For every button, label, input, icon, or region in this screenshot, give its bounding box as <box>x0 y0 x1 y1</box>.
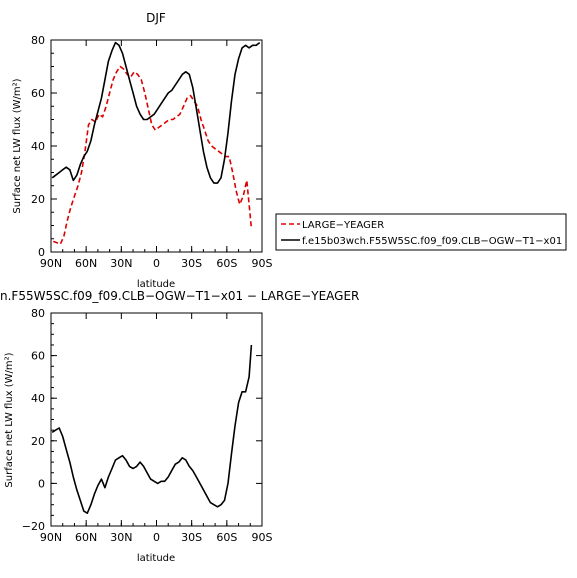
top-y-tick-label: 40 <box>31 140 45 153</box>
bottom-y-axis-label: Surface net LW flux (W/m²) <box>4 352 15 487</box>
top-x-axis: 90N 60N 30N 0 30S 60S 90S <box>40 40 273 270</box>
top-y-axis-label: Surface net LW flux (W/m²) <box>12 78 23 213</box>
top-plot-frame <box>50 39 263 253</box>
bottom-series-lines <box>51 344 253 515</box>
bottom-y-tick-label: 20 <box>31 435 45 448</box>
bottom-y-tick-label: −20 <box>22 520 45 533</box>
bottom-x-tick-label: 30S <box>181 531 202 544</box>
bottom-plot-frame <box>50 312 263 527</box>
bottom-x-tick-label: 0 <box>153 531 160 544</box>
top-y-tick-label: 80 <box>31 34 45 47</box>
top-y-tick-label: 0 <box>38 246 45 259</box>
legend-box <box>275 213 567 251</box>
top-x-tick-label: 30S <box>181 257 202 270</box>
legend: LARGE−YEAGER f.e15b03wch.F55W5SC.f09_f09… <box>275 213 567 251</box>
top-y-tick-label: 60 <box>31 87 45 100</box>
bottom-y-tick-label: 0 <box>38 477 45 490</box>
bottom-y-tick-label: 80 <box>31 307 45 320</box>
top-chart: DJF 0 20 40 60 80 90N 60N 30N 0 30S 60S 90S latitu… <box>12 11 273 290</box>
bottom-x-tick-label: 30N <box>110 531 132 544</box>
bottom-y-tick-label: 60 <box>31 350 45 363</box>
top-series-lines <box>51 41 261 245</box>
bottom-series-line-0 <box>51 344 253 515</box>
top-x-tick-label: 60S <box>216 257 237 270</box>
bottom-x-tick-label: 60N <box>75 531 97 544</box>
top-x-tick-label: 0 <box>153 257 160 270</box>
bottom-x-tick-label: 90N <box>40 531 62 544</box>
bottom-x-tick-label: 90S <box>252 531 273 544</box>
top-x-tick-label: 90S <box>252 257 273 270</box>
legend-label-model: f.e15b03wch.F55W5SC.f09_f09.CLB−OGW−T1−x… <box>302 236 562 247</box>
top-y-tick-label: 20 <box>31 193 45 206</box>
top-x-tick-label: 30N <box>110 257 132 270</box>
top-x-tick-label: 90N <box>40 257 62 270</box>
bottom-x-tick-label: 60S <box>216 531 237 544</box>
bottom-x-axis: 90N 60N 30N 0 30S 60S 90S <box>40 313 273 544</box>
top-x-axis-label: latitude <box>137 279 175 290</box>
bottom-y-tick-label: 40 <box>31 392 45 405</box>
bottom-chart: n.F55W5SC.f09_f09.CLB−OGW−T1−x01 − LARGE… <box>0 289 359 564</box>
top-series-line-0 <box>53 65 253 245</box>
top-chart-title: DJF <box>146 11 166 25</box>
bottom-x-axis-label: latitude <box>137 553 175 564</box>
top-x-tick-label: 60N <box>75 257 97 270</box>
bottom-chart-title: n.F55W5SC.f09_f09.CLB−OGW−T1−x01 − LARGE… <box>0 289 359 303</box>
legend-label-large-yeager: LARGE−YEAGER <box>302 220 384 231</box>
top-y-axis: 0 20 40 60 80 <box>31 34 262 259</box>
top-series-line-1 <box>51 41 261 184</box>
bottom-y-axis: −20 0 20 40 60 80 <box>22 307 262 533</box>
